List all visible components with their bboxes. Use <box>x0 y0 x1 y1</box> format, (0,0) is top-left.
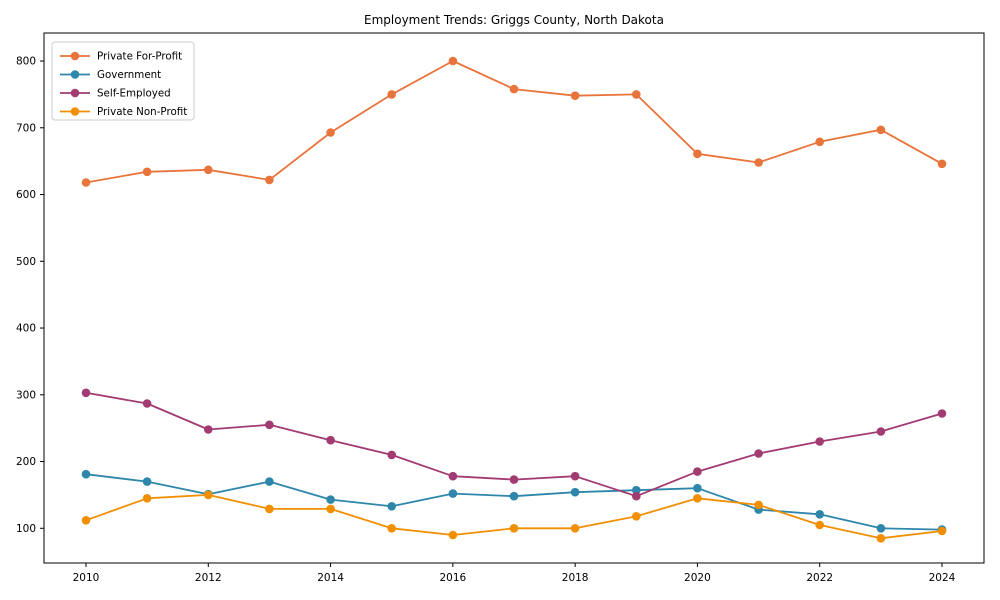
data-point-government <box>387 502 397 511</box>
legend-label-private-non-profit: Private Non-Profit <box>97 106 187 118</box>
x-tick-label: 2018 <box>562 572 589 584</box>
data-point-private-non-profit <box>815 520 824 530</box>
data-point-self-employed <box>142 399 152 408</box>
data-point-private-non-profit <box>937 526 947 536</box>
x-tick-label: 2020 <box>684 572 711 584</box>
data-point-private-for-profit <box>815 137 824 147</box>
data-point-private-for-profit <box>509 84 519 94</box>
data-point-government <box>815 510 824 519</box>
data-point-private-non-profit <box>81 516 91 525</box>
legend-marker-government <box>70 70 80 79</box>
x-tick-label: 2010 <box>73 572 100 584</box>
y-tick-label: 100 <box>16 523 36 535</box>
legend-marker-private-non-profit <box>70 107 80 116</box>
y-tick-label: 200 <box>16 456 36 468</box>
data-point-private-for-profit <box>387 90 397 99</box>
series-line-private-for-profit <box>85 60 943 184</box>
data-point-government <box>81 469 91 479</box>
data-point-government <box>876 524 886 533</box>
data-point-private-non-profit <box>448 530 458 540</box>
legend-box <box>51 41 195 121</box>
data-point-private-non-profit <box>876 534 886 543</box>
data-point-self-employed <box>754 449 763 458</box>
axes-border <box>43 32 985 564</box>
data-point-self-employed <box>815 437 824 446</box>
data-point-private-non-profit <box>142 494 152 503</box>
y-tick-label: 600 <box>16 189 36 201</box>
data-point-government <box>632 485 641 495</box>
y-tick-label: 700 <box>16 122 36 134</box>
data-point-private-for-profit <box>448 56 458 66</box>
data-point-self-employed <box>81 388 91 398</box>
data-point-private-for-profit <box>142 167 152 177</box>
data-point-self-employed <box>632 491 641 501</box>
y-tick-label: 400 <box>16 323 36 335</box>
data-point-private-non-profit <box>570 524 580 533</box>
x-tick-label: 2024 <box>929 572 956 584</box>
data-point-private-for-profit <box>204 165 213 175</box>
data-point-self-employed <box>937 409 947 418</box>
data-point-self-employed <box>448 471 458 481</box>
data-point-government <box>509 491 519 501</box>
data-point-private-non-profit <box>693 494 702 503</box>
data-point-private-for-profit <box>326 128 335 137</box>
legend-marker-private-for-profit <box>70 51 80 61</box>
data-point-government <box>265 477 274 486</box>
data-point-self-employed <box>204 425 213 434</box>
data-point-self-employed <box>265 420 274 430</box>
data-point-self-employed <box>387 450 397 460</box>
data-point-government <box>326 495 335 504</box>
data-point-self-employed <box>693 467 702 476</box>
data-point-private-non-profit <box>204 490 213 500</box>
data-point-government <box>142 477 152 486</box>
data-point-self-employed <box>570 471 580 481</box>
x-tick-label: 2012 <box>195 572 222 584</box>
data-point-government <box>693 483 702 493</box>
data-point-private-for-profit <box>265 175 274 185</box>
data-point-private-non-profit <box>326 504 335 514</box>
data-point-private-for-profit <box>632 90 641 99</box>
x-tick-label: 2022 <box>806 572 833 584</box>
data-point-private-non-profit <box>632 512 641 521</box>
legend-label-private-for-profit: Private For-Profit <box>97 51 182 63</box>
data-point-private-for-profit <box>937 159 947 169</box>
data-point-private-non-profit <box>387 524 397 533</box>
y-tick-label: 500 <box>16 256 36 268</box>
data-point-private-for-profit <box>754 158 763 167</box>
chart-title: Employment Trends: Griggs County, North … <box>364 13 664 27</box>
data-point-private-for-profit <box>876 125 886 135</box>
data-point-self-employed <box>876 427 886 436</box>
data-point-private-for-profit <box>693 149 702 159</box>
data-point-private-for-profit <box>81 178 91 187</box>
data-point-self-employed <box>509 475 519 484</box>
legend-label-self-employed: Self-Employed <box>97 88 171 100</box>
data-point-government <box>448 489 458 498</box>
y-tick-label: 800 <box>16 56 36 68</box>
data-point-private-non-profit <box>509 524 519 533</box>
y-tick-label: 300 <box>16 389 36 401</box>
x-tick-label: 2014 <box>317 572 344 584</box>
data-point-private-non-profit <box>754 500 763 510</box>
legend-label-government: Government <box>97 69 161 81</box>
data-point-government <box>570 487 580 497</box>
data-point-private-non-profit <box>265 504 274 514</box>
data-point-self-employed <box>326 435 335 445</box>
legend-marker-self-employed <box>70 88 80 98</box>
data-point-private-for-profit <box>570 91 580 100</box>
x-tick-label: 2016 <box>439 572 466 584</box>
